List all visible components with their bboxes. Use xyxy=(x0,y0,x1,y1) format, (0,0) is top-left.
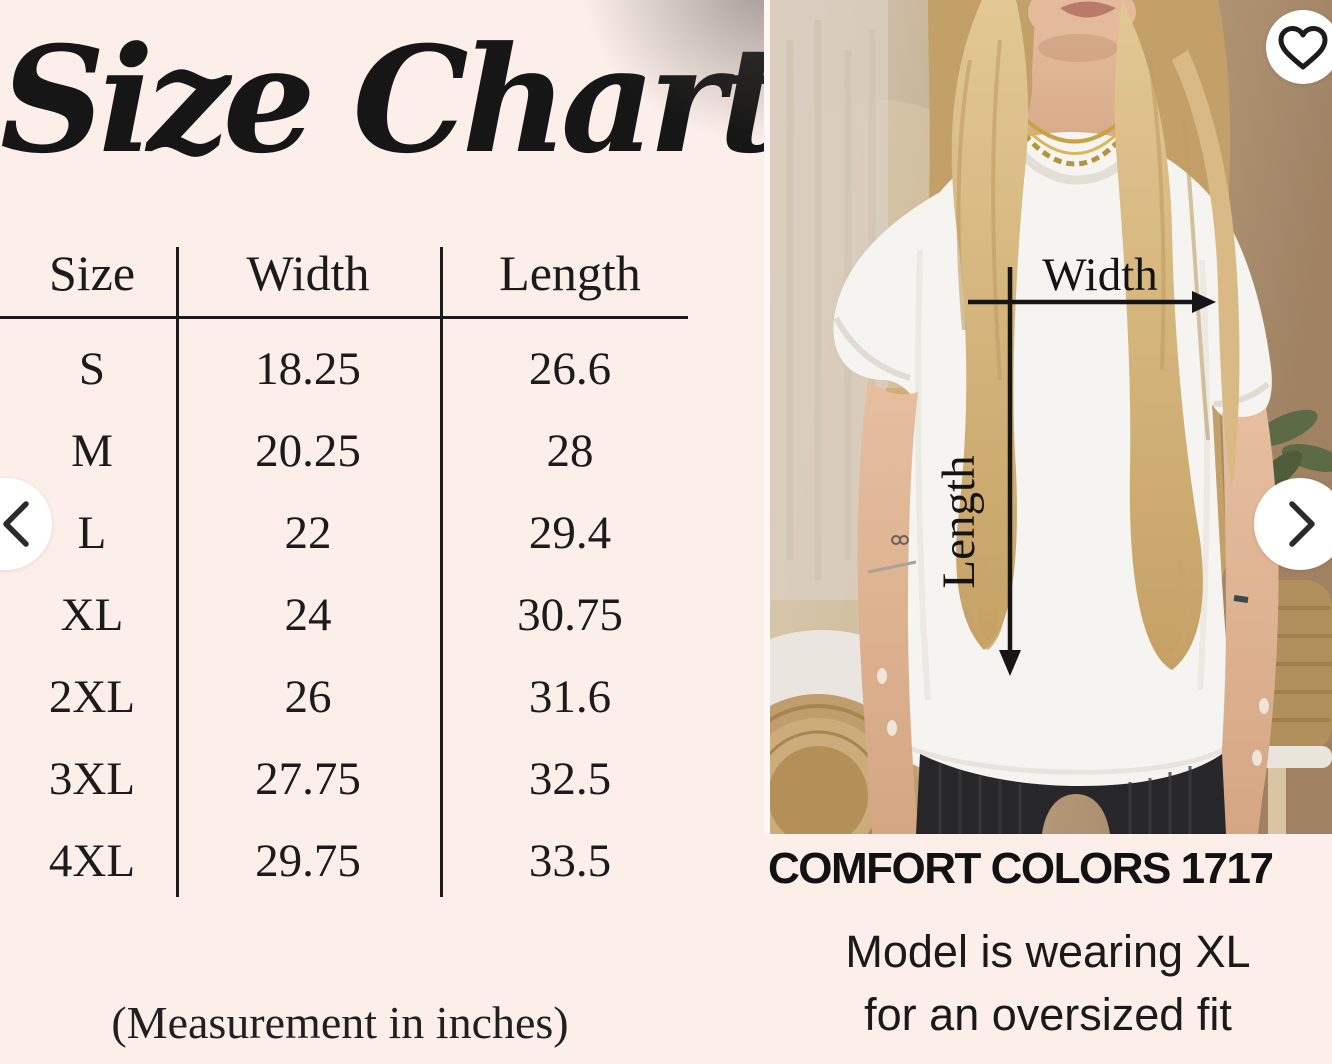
heart-icon xyxy=(1278,26,1328,70)
model-photo: Width Length xyxy=(770,0,1332,834)
table-row: L 22 29.4 xyxy=(0,492,700,574)
table-row: 3XL 27.75 32.5 xyxy=(0,738,700,820)
table-row: XL 24 30.75 xyxy=(0,574,700,656)
table-divider-vertical-2 xyxy=(440,247,443,897)
size-table-header: Size Width Length xyxy=(0,230,700,316)
pants xyxy=(916,754,1226,834)
model-photo-scene: Width Length xyxy=(770,0,1332,834)
cell-size: XL xyxy=(60,589,124,641)
left-arm xyxy=(857,380,918,834)
cell-width: 22 xyxy=(284,507,332,559)
chevron-left-icon xyxy=(3,501,29,547)
cell-size: L xyxy=(77,507,107,559)
cell-length: 31.6 xyxy=(528,671,612,723)
cell-length: 26.6 xyxy=(528,343,612,395)
table-row: 2XL 26 31.6 xyxy=(0,656,700,738)
model-fit-note-line1: Model is wearing XL xyxy=(845,926,1251,977)
cell-size: M xyxy=(71,425,113,477)
measurement-note: (Measurement in inches) xyxy=(111,997,569,1048)
width-arrow-label: Width xyxy=(1042,249,1158,301)
sleeve-hem-right xyxy=(1213,381,1270,407)
next-image-button[interactable] xyxy=(1254,478,1332,570)
cell-length: 29.4 xyxy=(528,507,612,559)
cell-width: 27.75 xyxy=(255,753,361,805)
shirt-brand-caption: COMFORT COLORS 1717 xyxy=(768,844,1274,893)
table-row: 4XL 29.75 33.5 xyxy=(0,820,700,902)
table-divider-horizontal xyxy=(0,316,688,319)
photo-caption-area: COMFORT COLORS 1717 Model is wearing XL … xyxy=(764,834,1332,1064)
cell-length: 33.5 xyxy=(528,835,612,887)
table-row: S 18.25 26.6 xyxy=(0,328,700,410)
cell-width: 26 xyxy=(284,671,332,723)
cell-length: 32.5 xyxy=(528,753,612,805)
size-table: Size Width Length S 18.25 26.6 M 20.25 2… xyxy=(0,230,700,910)
size-chart-image: Size Chart Size Width Length S 18.25 26.… xyxy=(0,0,786,1048)
corner-shadow xyxy=(574,0,764,150)
size-table-body: S 18.25 26.6 M 20.25 28 L 22 29.4 XL 24 xyxy=(0,328,700,902)
col-header-length: Length xyxy=(499,245,641,301)
cell-length: 30.75 xyxy=(517,589,623,641)
table-divider-vertical-1 xyxy=(176,247,179,897)
measurement-arrows xyxy=(968,267,1216,676)
sleeve-hem-left xyxy=(833,316,911,381)
cell-length: 28 xyxy=(546,425,594,477)
cell-size: 4XL xyxy=(48,835,136,887)
cell-width: 24 xyxy=(284,589,332,641)
col-header-size: Size xyxy=(48,245,136,301)
previous-image-button[interactable] xyxy=(0,478,52,570)
model-fit-note-line2: for an oversized fit xyxy=(864,989,1232,1040)
col-header-width: Width xyxy=(246,245,370,301)
shirt-hem xyxy=(898,741,1228,775)
cell-width: 20.25 xyxy=(255,425,361,477)
table-row: M 20.25 28 xyxy=(0,410,700,492)
jaw-shadow xyxy=(1038,34,1118,62)
cell-size: S xyxy=(78,343,106,395)
lips xyxy=(1060,1,1116,18)
favorite-button[interactable] xyxy=(1266,10,1332,84)
image-gap xyxy=(764,0,770,1064)
cell-width: 29.75 xyxy=(255,835,361,887)
cell-size: 3XL xyxy=(48,753,136,805)
cell-width: 18.25 xyxy=(255,343,361,395)
length-arrow-label: Length xyxy=(933,455,985,588)
model-fit-note: Model is wearing XL for an oversized fit xyxy=(764,920,1332,1046)
cell-size: 2XL xyxy=(48,671,136,723)
chevron-right-icon xyxy=(1289,501,1315,547)
